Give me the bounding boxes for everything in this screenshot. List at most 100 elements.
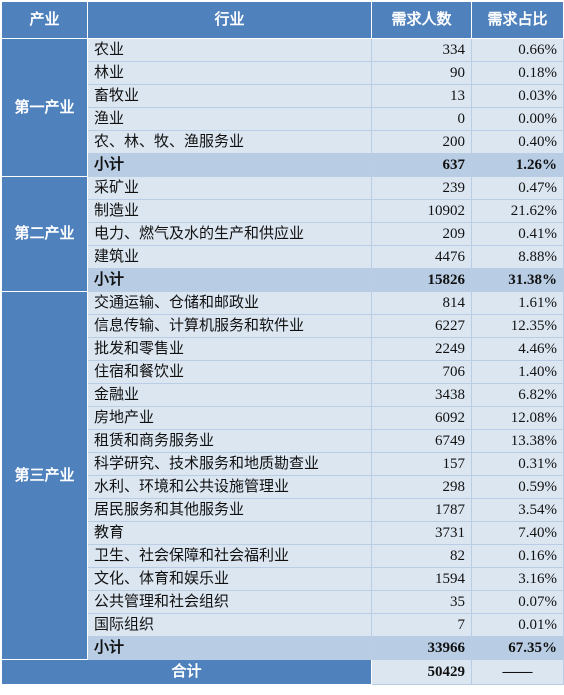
header-demand: 需求人数 [371, 1, 472, 39]
table-row: 房地产业 6092 12.08% [2, 406, 564, 430]
industry-cell: 农业 [87, 38, 372, 62]
table-row: 电力、燃气及水的生产和供应业 209 0.41% [2, 222, 564, 246]
industry-cell: 居民服务和其他服务业 [87, 498, 372, 522]
table-row: 渔业 0 0.00% [2, 107, 564, 131]
table-row: 信息传输、计算机服务和软件业 6227 12.35% [2, 314, 564, 338]
sector-name: 第二产业 [1, 176, 88, 292]
subtotal-row: 小计 15826 31.38% [2, 268, 564, 292]
subtotal-demand: 637 [371, 153, 472, 177]
share-cell: 6.82% [471, 383, 564, 407]
demand-cell: 1594 [371, 567, 472, 591]
header-row: 产业 行业 需求人数 需求占比 [1, 1, 564, 39]
demand-cell: 7 [371, 613, 472, 637]
sector-name: 第三产业 [1, 291, 88, 660]
industry-cell: 信息传输、计算机服务和软件业 [87, 314, 372, 338]
demand-cell: 157 [371, 452, 472, 476]
table-row: 批发和零售业 2249 4.46% [2, 337, 564, 361]
share-cell: 3.16% [471, 567, 564, 591]
demand-cell: 6227 [371, 314, 472, 338]
share-cell: 7.40% [471, 521, 564, 545]
table-row: 第一产业 农业 334 0.66% [1, 38, 564, 177]
table-row: 住宿和餐饮业 706 1.40% [2, 360, 564, 384]
demand-cell: 3731 [371, 521, 472, 545]
table-row: 金融业 3438 6.82% [2, 383, 564, 407]
share-cell: 21.62% [471, 199, 564, 223]
subtotal-share: 1.26% [471, 153, 564, 177]
share-cell: 12.35% [471, 314, 564, 338]
industry-cell: 房地产业 [87, 406, 372, 430]
industry-cell: 交通运输、仓储和邮政业 [87, 291, 372, 315]
table-row: 第二产业 采矿业 239 0.47% [1, 176, 564, 292]
table-row: 国际组织 7 0.01% [2, 613, 564, 637]
share-cell: 0.40% [471, 130, 564, 154]
industry-cell: 住宿和餐饮业 [87, 360, 372, 384]
share-cell: 8.88% [471, 245, 564, 269]
table-row: 租赁和商务服务业 6749 13.38% [2, 429, 564, 453]
demand-cell: 1787 [371, 498, 472, 522]
industry-cell: 采矿业 [87, 176, 372, 200]
share-cell: 0.16% [471, 544, 564, 568]
subtotal-demand: 15826 [371, 268, 472, 292]
subtotal-label: 小计 [87, 153, 372, 177]
share-cell: 1.61% [471, 291, 564, 315]
demand-cell: 706 [371, 360, 472, 384]
share-cell: 0.41% [471, 222, 564, 246]
table-row: 林业 90 0.18% [2, 61, 564, 85]
share-cell: 0.47% [471, 176, 564, 200]
industry-cell: 租赁和商务服务业 [87, 429, 372, 453]
table-row: 第三产业 交通运输、仓储和邮政业 814 1.61% [1, 291, 564, 660]
industry-cell: 水利、环境和公共设施管理业 [87, 475, 372, 499]
subtotal-label: 小计 [87, 636, 372, 660]
industry-cell: 农、林、牧、渔服务业 [87, 130, 372, 154]
demand-cell: 82 [371, 544, 472, 568]
demand-cell: 334 [371, 38, 472, 62]
share-cell: 0.00% [471, 107, 564, 131]
demand-cell: 200 [371, 130, 472, 154]
table-row: 文化、体育和娱乐业 1594 3.16% [2, 567, 564, 591]
demand-cell: 13 [371, 84, 472, 108]
header-industry: 行业 [87, 1, 372, 39]
share-cell: 0.03% [471, 84, 564, 108]
sector-name: 第一产业 [1, 38, 88, 177]
subtotal-share: 31.38% [471, 268, 564, 292]
subtotal-label: 小计 [87, 268, 372, 292]
demand-cell: 239 [371, 176, 472, 200]
demand-cell: 4476 [371, 245, 472, 269]
demand-cell: 6092 [371, 406, 472, 430]
table-row: 水利、环境和公共设施管理业 298 0.59% [2, 475, 564, 499]
share-cell: 12.08% [471, 406, 564, 430]
share-cell: 1.40% [471, 360, 564, 384]
share-cell: 4.46% [471, 337, 564, 361]
industry-cell: 文化、体育和娱乐业 [87, 567, 372, 591]
subtotal-row: 小计 637 1.26% [2, 153, 564, 177]
demand-cell: 10902 [371, 199, 472, 223]
demand-cell: 814 [371, 291, 472, 315]
industry-cell: 建筑业 [87, 245, 372, 269]
share-cell: 0.59% [471, 475, 564, 499]
share-cell: 0.01% [471, 613, 564, 637]
table-row: 公共管理和社会组织 35 0.07% [2, 590, 564, 614]
demand-cell: 90 [371, 61, 472, 85]
demand-cell: 6749 [371, 429, 472, 453]
header-sector: 产业 [1, 1, 88, 39]
share-cell: 13.38% [471, 429, 564, 453]
industry-cell: 教育 [87, 521, 372, 545]
industry-cell: 林业 [87, 61, 372, 85]
industry-cell: 公共管理和社会组织 [87, 590, 372, 614]
table-body: 第一产业 农业 334 0.66% 林业 90 0.18% 畜牧业 13 0.03% 渔业 0 0.00… [1, 38, 564, 660]
industry-cell: 批发和零售业 [87, 337, 372, 361]
industry-cell: 科学研究、技术服务和地质勘查业 [87, 452, 372, 476]
industry-cell: 渔业 [87, 107, 372, 131]
total-demand: 50429 [371, 659, 472, 685]
share-cell: 0.07% [471, 590, 564, 614]
share-cell: 0.31% [471, 452, 564, 476]
table-row: 制造业 10902 21.62% [2, 199, 564, 223]
industry-cell: 畜牧业 [87, 84, 372, 108]
demand-cell: 209 [371, 222, 472, 246]
subtotal-share: 67.35% [471, 636, 564, 660]
total-share: —— [471, 659, 564, 685]
total-label: 合计 [1, 659, 372, 685]
table-row: 科学研究、技术服务和地质勘查业 157 0.31% [2, 452, 564, 476]
share-cell: 0.18% [471, 61, 564, 85]
